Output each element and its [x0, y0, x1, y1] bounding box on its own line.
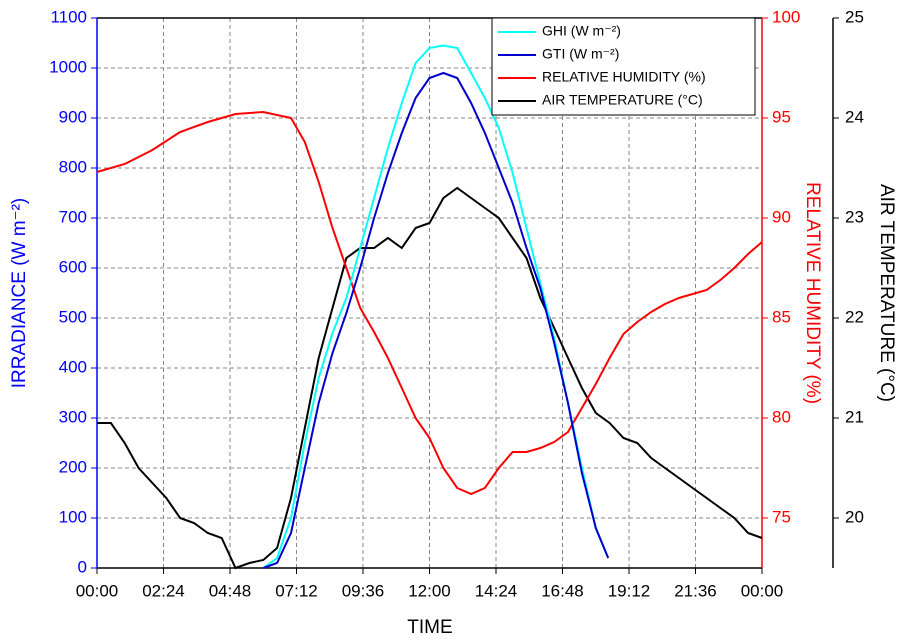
y-axis-label: IRRADIANCE (W m⁻²) [9, 198, 30, 389]
x-tick-label: 19:12 [608, 581, 651, 600]
legend-label: GHI (W m⁻²) [542, 23, 621, 39]
x-tick-label: 14:24 [475, 581, 518, 600]
y3-tick-label: 22 [845, 307, 864, 326]
y2-tick-label: 95 [772, 107, 791, 126]
x-tick-label: 16:48 [541, 581, 584, 600]
legend-box [491, 17, 756, 116]
x-tick-label: 04:48 [209, 581, 252, 600]
y-tick-label: 700 [59, 207, 87, 226]
series-line [262, 44, 610, 569]
y-tick-label: 600 [59, 257, 87, 276]
x-tick-label: 21:36 [674, 581, 717, 600]
y-tick-label: 100 [59, 507, 87, 526]
series-line [262, 71, 610, 569]
y-tick-label: 1100 [50, 7, 87, 26]
y-tick-label: 800 [59, 157, 87, 176]
x-tick-label: 00:00 [741, 581, 784, 600]
y-tick-label: 200 [59, 457, 87, 476]
y-tick-label: 400 [59, 357, 87, 376]
y-tick-label: 900 [59, 107, 87, 126]
x-axis-label: TIME [407, 617, 452, 638]
y3-axis-label: AIR TEMPERATURE (°C) [876, 184, 897, 402]
x-tick-label: 00:00 [76, 581, 119, 600]
y3-tick-label: 24 [845, 107, 864, 126]
x-tick-label: 09:36 [342, 581, 385, 600]
y2-tick-label: 90 [772, 207, 791, 226]
y3-tick-label: 20 [845, 507, 864, 526]
y3-tick-label: 21 [845, 407, 864, 426]
y2-tick-label: 100 [772, 7, 800, 26]
x-tick-label: 02:24 [142, 581, 185, 600]
legend-label: AIR TEMPERATURE (°C) [542, 92, 703, 108]
y-tick-label: 300 [59, 407, 87, 426]
x-tick-label: 07:12 [275, 581, 318, 600]
series-line [97, 186, 763, 570]
legend-label: RELATIVE HUMIDITY (%) [542, 69, 706, 85]
legend-label: GTI (W m⁻²) [542, 46, 619, 62]
x-tick-label: 12:00 [408, 581, 451, 600]
series-line [96, 110, 763, 496]
y2-tick-label: 80 [772, 407, 791, 426]
y3-tick-label: 25 [845, 7, 864, 26]
y-tick-label: 500 [59, 307, 87, 326]
y-tick-label: 0 [78, 557, 87, 576]
y2-tick-label: 75 [772, 507, 791, 526]
y2-tick-label: 85 [772, 307, 791, 326]
y-tick-label: 1000 [49, 57, 87, 76]
y3-tick-label: 23 [845, 207, 864, 226]
y2-axis-label: RELATIVE HUMIDITY (%) [802, 182, 823, 404]
